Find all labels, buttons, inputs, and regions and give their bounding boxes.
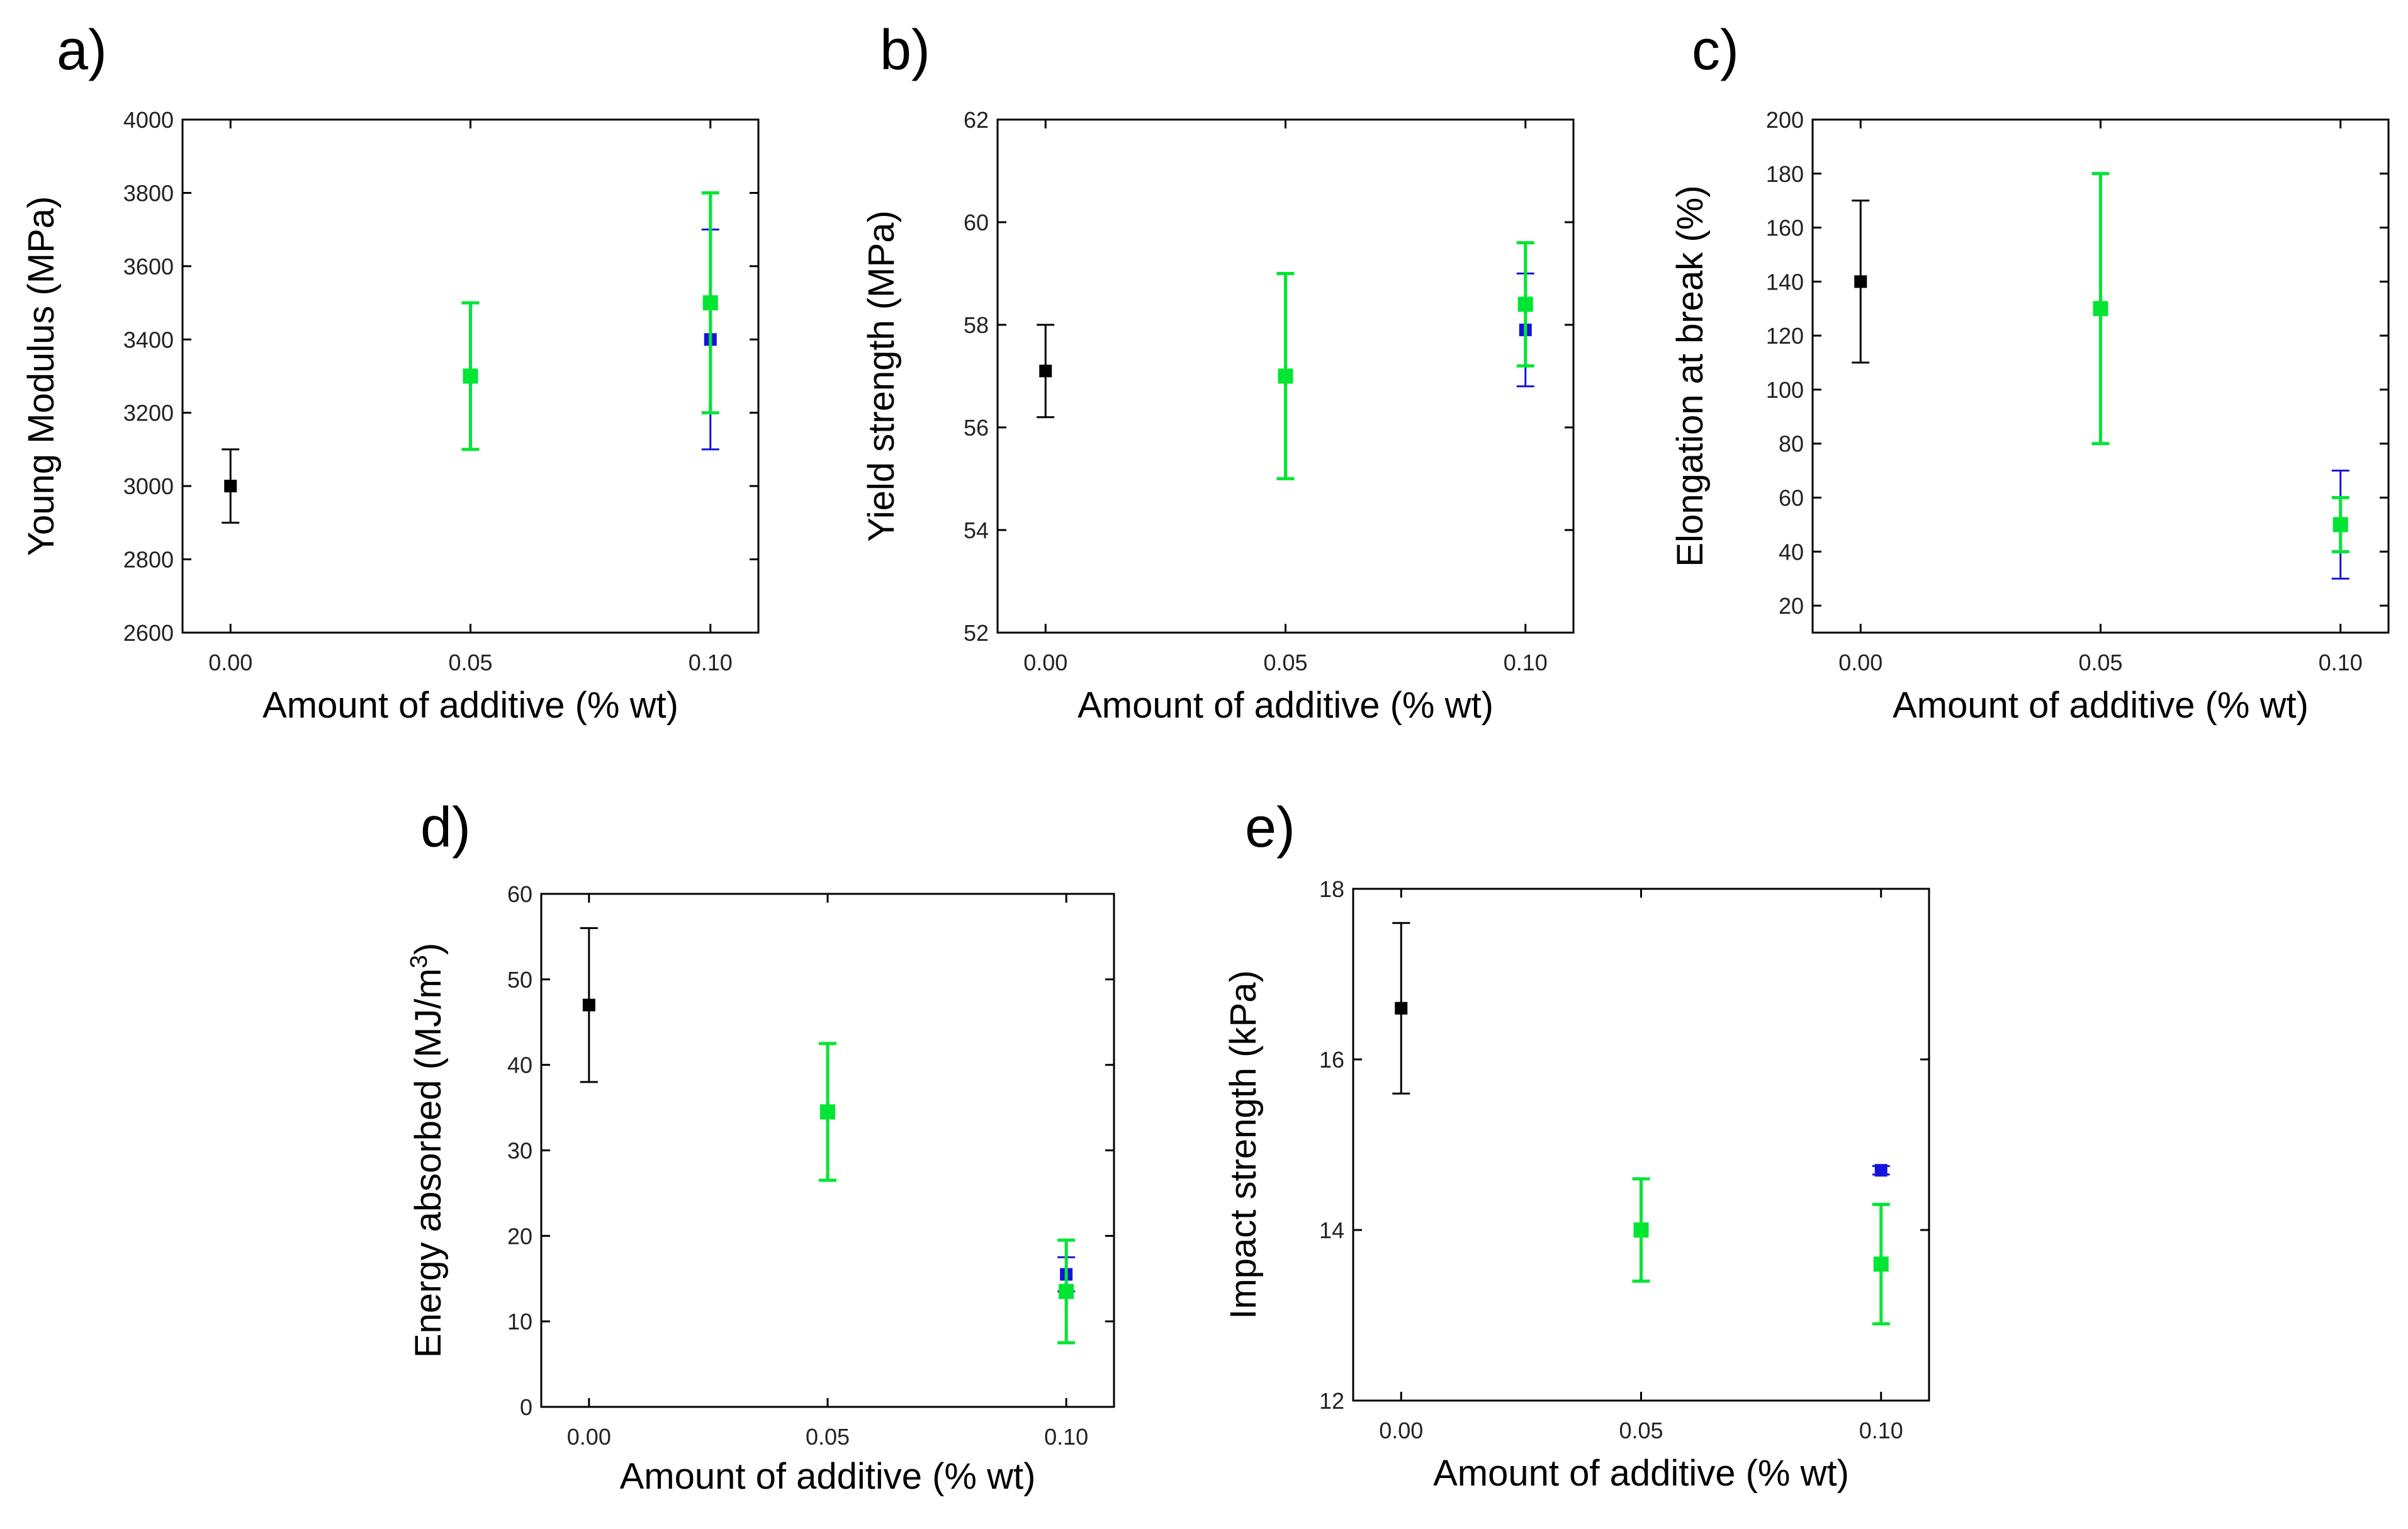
x-tick-label: 0.05 [448,650,492,675]
data-point-green [2332,517,2348,533]
y-axis-title: Elongation at break (%) [1670,185,1711,567]
x-tick-label: 0.00 [1379,1418,1423,1443]
data-point-neat [1854,275,1867,288]
y-tick-label: 120 [1766,323,1804,349]
x-tick-label: 0.10 [1044,1424,1088,1450]
panel-letter: b) [880,19,930,82]
panel-letter: a) [57,19,107,82]
y-tick-label: 4000 [123,107,174,133]
panel-letter: c) [1692,19,1739,82]
y-tick-label: 60 [964,210,989,235]
data-point-neat [582,998,595,1012]
x-tick-label: 0.00 [208,650,252,675]
y-axis-title: Impact strength (kPa) [1223,970,1264,1319]
y-tick-label: 60 [1779,485,1804,511]
data-point-green [820,1104,835,1120]
y-tick-label: 3000 [123,473,174,499]
x-tick-label: 0.00 [567,1424,611,1450]
y-tick-label: 0 [520,1394,532,1420]
y-tick-label: 20 [507,1223,532,1249]
chart-panel-2: b) 52 54 56 58 60 62 0.00 0.05 0.10 Amount of addi… [861,19,1575,726]
y-tick-label: 58 [964,312,989,338]
x-axis-title: Amount of additive (% wt) [262,685,678,726]
y-axis-title-text: Young Modulus (MPa) [21,196,62,556]
data-point-green [463,368,478,384]
data-point-blue [1874,1164,1888,1177]
y-tick-label: 200 [1766,107,1804,133]
y-tick-label: 3200 [123,400,174,426]
y-tick-label: 180 [1766,161,1804,187]
x-axis-title: Amount of additive (% wt) [1077,685,1494,726]
y-tick-label: 62 [964,107,989,133]
y-axis-title: Energy absorbed (MJ/m3) [406,943,449,1358]
y-tick-label: 100 [1766,377,1804,403]
y-tick-label: 14 [1319,1217,1344,1243]
x-tick-label: 0.10 [1504,650,1548,675]
y-tick-label: 56 [964,415,989,441]
x-axis-title: Amount of additive (% wt) [1433,1453,1849,1494]
y-tick-label: 10 [507,1309,532,1334]
y-tick-label: 30 [507,1138,532,1164]
y-axis-title-end: ) [408,943,449,955]
data-point-green [1517,296,1533,312]
x-axis-title: Amount of additive (% wt) [620,1456,1036,1497]
x-tick-label: 0.05 [806,1424,850,1450]
chart-panel-4: d) 0 10 20 30 40 50 60 0.00 0.05 0.10 Amount of add… [406,796,1115,1497]
y-tick-label: 50 [507,967,532,993]
y-tick-label: 2800 [123,547,174,573]
data-point-green [1873,1256,1889,1272]
y-axis-title-text: Impact strength (kPa) [1223,970,1264,1319]
y-axis-title-text: Energy absorbed (MJ/m [408,968,449,1358]
y-axis-title-superscript: 3 [406,955,432,968]
data-point-neat [224,480,237,493]
y-axis-title-text: Elongation at break (%) [1670,185,1711,567]
data-point-green [702,295,718,311]
y-tick-label: 3400 [123,327,174,353]
data-point-neat [1039,364,1052,378]
y-tick-label: 140 [1766,269,1804,295]
y-axis-title: Yield strength (MPa) [861,210,902,542]
x-tick-label: 0.05 [1619,1418,1663,1443]
data-point-green [1278,368,1293,384]
x-tick-label: 0.10 [2319,650,2363,675]
x-tick-label: 0.10 [689,650,733,675]
x-tick-label: 0.10 [1859,1418,1903,1443]
y-tick-label: 40 [507,1052,532,1078]
y-tick-label: 20 [1779,593,1804,619]
panel-letter: e) [1245,796,1295,859]
chart-panel-3: c) 20 40 60 80 100 120 140 160 180 200 0.00 0.05 0.10… [1670,19,2390,726]
data-point-green [1633,1222,1649,1238]
y-axis-title: Young Modulus (MPa) [21,196,62,556]
chart-panel-1: a) 2600 2800 3000 3200 3400 3600 3800 4000 0.00 0.… [21,19,760,726]
x-tick-label: 0.00 [1838,650,1882,675]
y-tick-label: 54 [964,517,989,543]
y-tick-label: 16 [1319,1047,1344,1073]
y-tick-label: 40 [1779,539,1804,565]
x-tick-label: 0.05 [1263,650,1307,675]
y-tick-label: 52 [964,620,989,646]
data-point-green [2093,301,2108,317]
y-tick-label: 3800 [123,180,174,206]
y-tick-label: 18 [1319,876,1344,902]
data-point-neat [1395,1001,1408,1015]
y-tick-label: 3600 [123,254,174,279]
chart-panel-5: e) 12 14 16 18 0.00 0.05 0.10 Amount of additive… [1223,796,1930,1494]
panel-letter: d) [420,796,471,859]
data-point-green [1059,1284,1074,1299]
x-axis-title: Amount of additive (% wt) [1893,685,2309,726]
y-tick-label: 2600 [123,620,174,646]
y-tick-label: 160 [1766,215,1804,241]
y-tick-label: 60 [507,881,532,907]
x-tick-label: 0.05 [2078,650,2122,675]
y-axis-title-text: Yield strength (MPa) [861,210,902,542]
x-tick-label: 0.00 [1023,650,1067,675]
y-tick-label: 80 [1779,431,1804,457]
y-tick-label: 12 [1319,1388,1344,1414]
